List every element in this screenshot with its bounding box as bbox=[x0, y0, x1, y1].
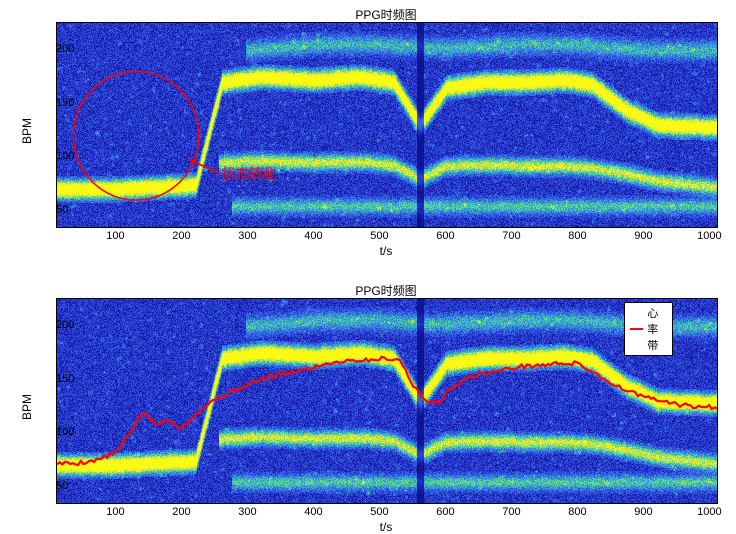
x-tick-label: 300 bbox=[238, 502, 256, 518]
x-tick-label: 400 bbox=[304, 226, 322, 242]
y-tick-label: 100 bbox=[56, 426, 62, 438]
y-tick-label: 200 bbox=[56, 319, 62, 331]
x-tick-label: 100 bbox=[106, 226, 124, 242]
x-tick-label: 400 bbox=[304, 502, 322, 518]
x-axis-label: t/s bbox=[380, 520, 393, 534]
x-tick-label: 500 bbox=[370, 502, 388, 518]
figure: PPG时频图 BPM t/s 100 200 300 400 500 600 700 800 9… bbox=[0, 0, 736, 530]
x-tick-label: 200 bbox=[172, 226, 190, 242]
x-axis-label: t/s bbox=[380, 244, 393, 258]
annotation-circle bbox=[74, 71, 199, 200]
y-tick-label: 150 bbox=[56, 97, 62, 109]
y-tick-label: 50 bbox=[56, 480, 62, 492]
x-tick-label: 800 bbox=[568, 226, 586, 242]
legend: 心率带 bbox=[624, 302, 673, 356]
overlay-svg bbox=[57, 23, 717, 227]
legend-swatch bbox=[630, 328, 643, 330]
x-tick-label: 800 bbox=[568, 502, 586, 518]
plot-title: PPG时频图 bbox=[355, 282, 416, 299]
y-tick-label: 200 bbox=[56, 43, 62, 55]
y-tick-label: 150 bbox=[56, 373, 62, 385]
y-tick-label: 100 bbox=[56, 150, 62, 162]
x-tick-label: 200 bbox=[172, 502, 190, 518]
x-tick-label: 700 bbox=[502, 226, 520, 242]
overlay-svg bbox=[57, 299, 717, 503]
x-tick-label: 1000 bbox=[697, 226, 721, 242]
plot-area bbox=[56, 22, 718, 228]
plot-title: PPG时频图 bbox=[355, 6, 416, 23]
plot-area bbox=[56, 298, 718, 504]
annotation-text: 状态转化 bbox=[221, 164, 277, 184]
y-axis-label: BPM bbox=[20, 394, 34, 420]
x-tick-label: 300 bbox=[238, 226, 256, 242]
x-tick-label: 1000 bbox=[697, 502, 721, 518]
x-tick-label: 100 bbox=[106, 502, 124, 518]
heart-rate-line bbox=[57, 357, 717, 465]
y-axis-label: BPM bbox=[20, 118, 34, 144]
x-tick-label: 500 bbox=[370, 226, 388, 242]
x-tick-label: 900 bbox=[634, 502, 652, 518]
legend-label: 心率带 bbox=[647, 305, 667, 353]
x-tick-label: 700 bbox=[502, 502, 520, 518]
x-tick-label: 900 bbox=[634, 226, 652, 242]
x-tick-label: 600 bbox=[436, 502, 454, 518]
x-tick-label: 600 bbox=[436, 226, 454, 242]
y-tick-label: 50 bbox=[56, 204, 62, 216]
